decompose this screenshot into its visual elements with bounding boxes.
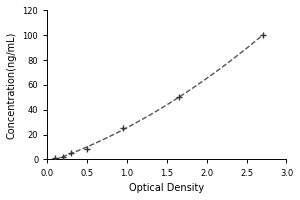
X-axis label: Optical Density: Optical Density: [129, 183, 204, 193]
Y-axis label: Concentration(ng/mL): Concentration(ng/mL): [7, 31, 17, 139]
